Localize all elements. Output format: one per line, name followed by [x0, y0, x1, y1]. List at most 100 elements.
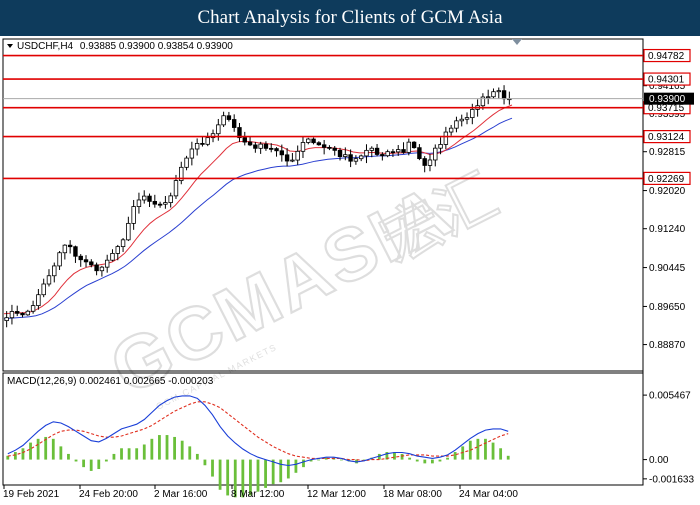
time-tick-label: 18 Mar 08:00: [383, 489, 442, 500]
histogram-bar: [59, 446, 63, 460]
histogram-bar: [67, 453, 70, 460]
candle-body: [226, 115, 232, 120]
histogram-bar: [29, 442, 32, 460]
candle-body: [57, 252, 62, 267]
candle-body: [247, 141, 253, 146]
histogram-bar: [256, 459, 260, 492]
macd-tick-label: -0.001633: [649, 474, 694, 485]
candle-body: [485, 96, 491, 99]
price-tick-label: 0.88870: [649, 340, 686, 351]
candle-body: [343, 154, 348, 157]
candle-body: [258, 143, 263, 149]
histogram-bar: [408, 457, 412, 460]
level-label: 0.94301: [648, 75, 685, 86]
signal-polyline: [7, 401, 509, 462]
candle-body: [454, 120, 459, 129]
histogram-bar: [294, 459, 298, 473]
signal-line: [7, 401, 509, 462]
histogram-bar: [203, 459, 207, 466]
histogram-bar: [97, 459, 101, 470]
candle-body: [358, 155, 364, 160]
candle-body: [417, 147, 422, 159]
candle-body: [216, 124, 221, 135]
candle-body: [126, 222, 131, 241]
level-label: 0.92269: [648, 174, 685, 185]
histogram-bar: [74, 459, 78, 462]
level-tag: [643, 48, 691, 63]
candle-body: [231, 119, 237, 128]
candle-body: [459, 118, 464, 122]
time-tick-label: 2 Mar 16:00: [154, 489, 208, 500]
candle-body: [30, 305, 36, 312]
histogram-bar: [340, 459, 343, 461]
histogram-bar: [423, 459, 427, 464]
histogram-bar: [362, 459, 366, 461]
candle-body: [110, 253, 115, 261]
candle-body: [189, 148, 195, 159]
chart-area: GCMASIA 宏汇 GCM CAPITAL MARKETS USDCHF,H4…: [0, 24, 700, 500]
histogram-bar: [104, 459, 108, 462]
candle-body: [41, 283, 46, 296]
candle-body: [142, 195, 147, 201]
candle-body: [242, 137, 247, 143]
candle-body: [184, 157, 189, 168]
price-tick-label: 0.94165: [649, 81, 686, 92]
candle-body: [438, 144, 443, 149]
candle-body: [448, 127, 454, 133]
svg-text:USDCHF,H4 0.93885 0.9390: USDCHF,H4 0.93885 0.93900 0.93854 0.9390…: [17, 41, 233, 52]
price-tick-label: 0.93595: [649, 109, 686, 120]
histogram-bar: [180, 440, 184, 460]
chart-shift-marker[interactable]: [512, 39, 522, 45]
histogram-bar: [499, 448, 503, 460]
candle-body: [480, 96, 486, 107]
histogram-bar: [36, 438, 40, 460]
candle-body: [274, 148, 279, 152]
candle-body: [464, 117, 470, 120]
candle-body: [253, 144, 258, 149]
histogram-bar: [188, 446, 192, 460]
macd-tick-label: 0.005467: [649, 391, 691, 402]
candle-body: [406, 141, 412, 153]
histogram-bar: [377, 453, 381, 460]
candle-body: [348, 154, 353, 162]
chart-svg: GCMASIA 宏汇 GCM CAPITAL MARKETS USDCHF,H4…: [2, 24, 694, 500]
time-tick-label: 12 Mar 12:00: [307, 489, 366, 500]
candle-body: [157, 203, 163, 206]
histogram-bar: [158, 435, 161, 460]
candle-body: [4, 317, 9, 322]
candle-body: [67, 244, 73, 248]
candle-body: [290, 159, 295, 162]
candle-body: [422, 158, 427, 166]
macd-axis: 0.005467 0.00 -0.001633: [643, 391, 694, 485]
ohlc-label: 0.93885 0.93900 0.93854 0.93900: [80, 41, 233, 52]
moving-average-fast: [3, 104, 513, 315]
candle-body: [52, 265, 57, 277]
histogram-bar: [211, 459, 214, 477]
histogram-bar: [13, 452, 17, 460]
histogram-bar: [415, 459, 419, 462]
candle-body: [496, 90, 501, 93]
candle-body: [491, 91, 496, 98]
candle-body: [390, 151, 396, 154]
histogram-bar: [249, 459, 252, 496]
level-label: 0.93124: [648, 132, 685, 143]
histogram-bar: [6, 455, 10, 460]
candle-body: [364, 149, 369, 157]
histogram-bar: [453, 452, 457, 460]
level-tag: [643, 171, 691, 186]
candle-body: [147, 195, 152, 202]
histogram-bar: [506, 455, 510, 460]
candle-body: [369, 147, 374, 151]
candle-body: [332, 147, 337, 151]
histogram-bar: [400, 453, 404, 460]
symbol-dropdown-icon[interactable]: [7, 44, 13, 48]
candle-body: [411, 141, 417, 149]
candle-body: [470, 108, 475, 119]
macd-line: [7, 395, 509, 467]
candle-body: [99, 266, 105, 272]
histogram-bar: [302, 459, 305, 468]
candle-body: [237, 127, 242, 139]
candle-body: [9, 311, 15, 319]
candle-body: [15, 311, 20, 314]
current-price-tag: [644, 92, 694, 105]
